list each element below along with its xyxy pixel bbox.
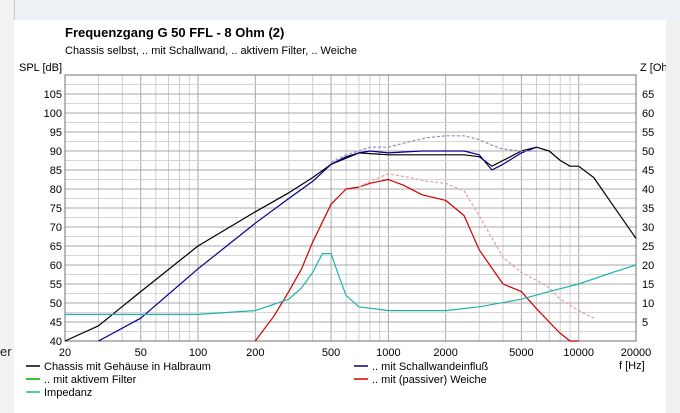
legend-label: .. mit aktivem Filter [44, 374, 137, 386]
y2-axis-label: Z [Ohm] [640, 62, 666, 74]
y2-tick-label: 50 [642, 146, 654, 158]
legend-label: Impedanz [44, 387, 92, 399]
legend-label: .. mit (passiver) Weiche [372, 374, 487, 386]
frequency-response-chart: Frequenzgang G 50 FFL - 8 Ohm (2) Chassi… [19, 25, 666, 399]
y2-tick-label: 55 [642, 127, 654, 139]
grid [64, 74, 637, 342]
x-tick-label: 200 [246, 347, 264, 359]
y2-tick-label: 20 [642, 260, 654, 272]
x-tick-label: 20000 [621, 347, 652, 359]
legend-label: Chassis mit Gehäuse in Halbraum [44, 361, 211, 373]
axes: 40 45 50 55 60 65 70 75 80 85 90 95 100 105 5 10 15 20 25 3… [44, 74, 654, 359]
y-tick-label: 80 [50, 184, 62, 196]
x-tick-label: 5000 [509, 347, 533, 359]
y-tick-label: 100 [44, 108, 62, 120]
left-panel-text-fragment: er [0, 344, 12, 359]
y-tick-label: 75 [50, 203, 62, 215]
x-tick-label: 500 [322, 347, 340, 359]
series-line-2 [330, 135, 537, 163]
y-tick-label: 45 [50, 317, 62, 329]
x-tick-label: 1000 [376, 347, 400, 359]
plot-frame [64, 74, 637, 342]
y-tick-label: 90 [50, 146, 62, 158]
legend-label: .. mit Schallwandeinfluß [372, 361, 488, 373]
y-tick-label: 60 [50, 260, 62, 272]
y-tick-label: 40 [50, 336, 62, 348]
chart-subtitle: Chassis selbst, .. mit Schallwand, .. ak… [65, 45, 357, 57]
chart-panel: Frequenzgang G 50 FFL - 8 Ohm (2) Chassi… [14, 20, 666, 413]
y-tick-label: 55 [50, 279, 62, 291]
y2-tick-label: 40 [642, 184, 654, 196]
legend: Chassis mit Gehäuse in Halbraum .. mit Sc… [26, 361, 488, 399]
y2-tick-label: 15 [642, 279, 654, 291]
y2-tick-label: 65 [642, 89, 654, 101]
series-line-3 [254, 178, 579, 342]
y-axis-label: SPL [dB] [19, 62, 62, 74]
y-tick-label: 50 [50, 298, 62, 310]
y2-tick-label: 5 [642, 317, 648, 329]
series-line-1 [98, 146, 537, 342]
top-bar [14, 0, 680, 21]
y2-tick-label: 35 [642, 203, 654, 215]
y-tick-label: 65 [50, 241, 62, 253]
x-tick-label: 100 [189, 347, 207, 359]
y-tick-label: 85 [50, 165, 62, 177]
y2-tick-label: 60 [642, 108, 654, 120]
x-axis-label: f [Hz] [619, 360, 645, 372]
series-line-5 [65, 253, 637, 315]
chart-title: Frequenzgang G 50 FFL - 8 Ohm (2) [65, 25, 284, 40]
y-tick-label: 95 [50, 127, 62, 139]
y-tick-label: 70 [50, 222, 62, 234]
x-tick-label: 50 [135, 347, 147, 359]
x-tick-label: 20 [59, 347, 71, 359]
y2-tick-label: 10 [642, 298, 654, 310]
y2-tick-label: 45 [642, 165, 654, 177]
y2-tick-label: 30 [642, 222, 654, 234]
y-tick-label: 105 [44, 89, 62, 101]
y2-tick-label: 25 [642, 241, 654, 253]
series-lines [64, 135, 637, 342]
x-tick-label: 10000 [563, 347, 594, 359]
series-line-0 [64, 146, 637, 342]
x-tick-label: 2000 [433, 347, 457, 359]
